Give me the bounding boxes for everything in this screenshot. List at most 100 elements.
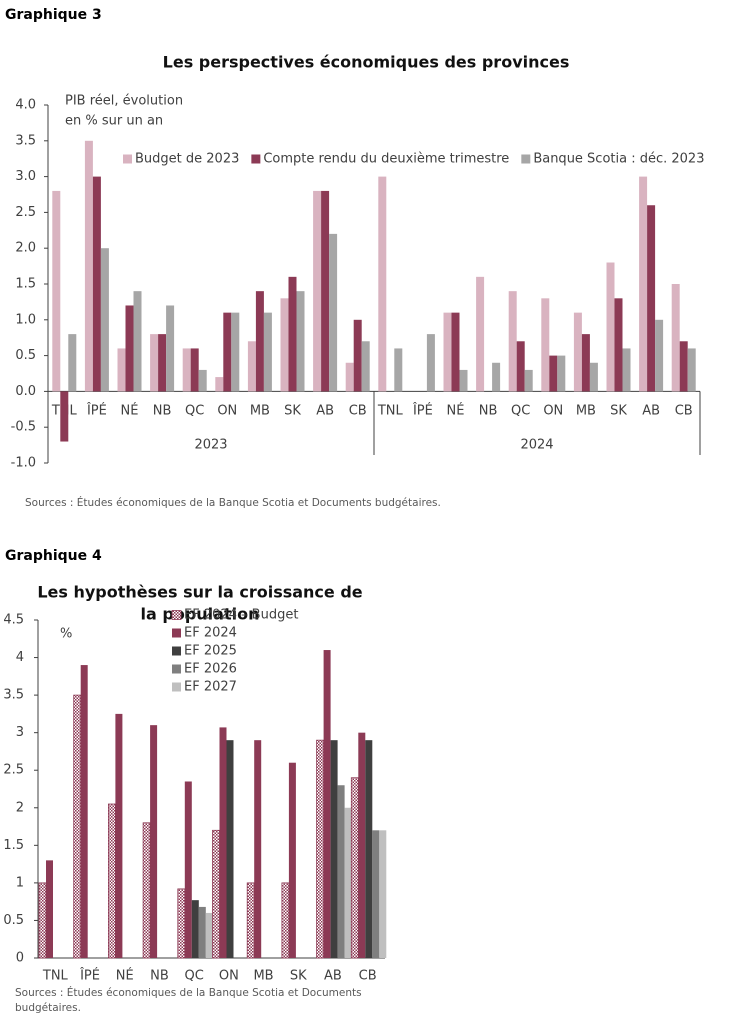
- bar: [372, 830, 380, 958]
- legend-swatch: [171, 610, 182, 620]
- legend-label: Budget de 2023: [135, 152, 239, 167]
- bar: [108, 803, 116, 959]
- x-tick-label: ÎPÉ: [79, 968, 100, 984]
- bar: [255, 291, 264, 392]
- bar: [80, 665, 88, 958]
- x-tick-label: AB: [324, 969, 342, 984]
- chart-title: Les hypothèses sur la croissance de: [37, 583, 362, 602]
- x-tick-label: MB: [253, 969, 273, 984]
- bar: [52, 190, 61, 392]
- x-tick-label: MB: [250, 404, 270, 419]
- bar: [426, 334, 435, 392]
- bar: [133, 291, 142, 392]
- bar: [219, 727, 227, 958]
- y-tick-label: 0: [16, 951, 24, 966]
- y-tick-label: 2.0: [15, 241, 36, 256]
- bar: [687, 348, 696, 392]
- bar: [115, 713, 123, 958]
- bar: [68, 334, 77, 392]
- x-tick-label: CB: [359, 969, 377, 984]
- legend-swatch: [172, 646, 181, 656]
- bar: [263, 312, 272, 392]
- bar: [280, 298, 289, 392]
- bar: [177, 888, 186, 959]
- x-tick-label: CB: [675, 404, 693, 419]
- bar: [394, 348, 403, 392]
- x-tick-label: SK: [290, 969, 307, 984]
- bar: [557, 355, 566, 392]
- y-tick-label: 3.5: [15, 133, 36, 148]
- bar: [117, 348, 126, 392]
- bar: [671, 284, 680, 392]
- bar: [350, 777, 359, 959]
- bar: [158, 334, 167, 392]
- legend-swatch: [172, 628, 181, 638]
- x-tick-label: MB: [576, 404, 596, 419]
- source-note: budgétaires.: [15, 1002, 81, 1014]
- bar: [60, 391, 69, 442]
- bar: [296, 291, 305, 392]
- bar: [288, 762, 296, 958]
- bar: [589, 362, 598, 392]
- y-tick-label: 4.0: [15, 98, 36, 113]
- x-tick-label: TNL: [377, 404, 404, 419]
- y-tick-label: 4.5: [3, 613, 24, 628]
- bar: [100, 248, 109, 392]
- x-tick-label: AB: [642, 404, 660, 419]
- group-label: 2023: [194, 438, 227, 453]
- bar: [524, 369, 533, 392]
- bar: [198, 906, 206, 958]
- chart-label: Graphique 4: [5, 548, 102, 564]
- legend-label: Banque Scotia : déc. 2023: [533, 152, 704, 167]
- bar: [614, 298, 623, 392]
- y-tick-label: -0.5: [11, 420, 36, 435]
- bar: [215, 377, 224, 392]
- bar: [46, 860, 53, 958]
- bar: [606, 262, 615, 392]
- bar: [361, 341, 370, 392]
- x-tick-label: NÉ: [447, 403, 465, 419]
- bar: [337, 785, 345, 958]
- bar: [647, 205, 656, 392]
- bar: [150, 725, 158, 958]
- legend-swatch: [123, 154, 132, 164]
- bar: [508, 291, 517, 392]
- bar: [84, 140, 93, 392]
- y-tick-label: 3: [16, 725, 24, 740]
- bar: [459, 369, 468, 392]
- legend-label: EF 2024: [184, 626, 237, 641]
- bar: [573, 312, 582, 392]
- chart-title: Les perspectives économiques des provinc…: [163, 53, 570, 72]
- y-tick-label: 0.0: [15, 384, 36, 399]
- bar: [142, 822, 151, 959]
- legend-swatch: [172, 664, 181, 674]
- y-axis-label: %: [60, 627, 72, 642]
- y-tick-label: 1: [16, 875, 24, 890]
- bar: [182, 348, 191, 392]
- y-tick-label: 1.0: [15, 312, 36, 327]
- y-tick-label: 2.5: [15, 205, 36, 220]
- legend-swatch: [172, 682, 181, 692]
- chart-label: Graphique 3: [5, 7, 102, 23]
- bar: [622, 348, 631, 392]
- y-tick-label: 2: [16, 800, 24, 815]
- x-tick-label: AB: [316, 404, 334, 419]
- bar: [166, 305, 175, 392]
- bar: [125, 305, 134, 392]
- bar: [358, 732, 366, 958]
- bar: [541, 298, 550, 392]
- bar: [330, 740, 338, 958]
- bar: [549, 355, 558, 392]
- bar: [316, 739, 325, 959]
- bar: [38, 882, 47, 959]
- x-tick-label: ÎPÉ: [412, 403, 433, 419]
- bar: [288, 276, 297, 392]
- x-tick-label: NB: [150, 969, 169, 984]
- y-tick-label: 4: [16, 650, 24, 665]
- y-tick-label: 3.0: [15, 169, 36, 184]
- y-tick-label: 0.5: [15, 348, 36, 363]
- chart-title: la population: [141, 605, 260, 624]
- bar: [639, 176, 648, 392]
- bar: [378, 176, 387, 392]
